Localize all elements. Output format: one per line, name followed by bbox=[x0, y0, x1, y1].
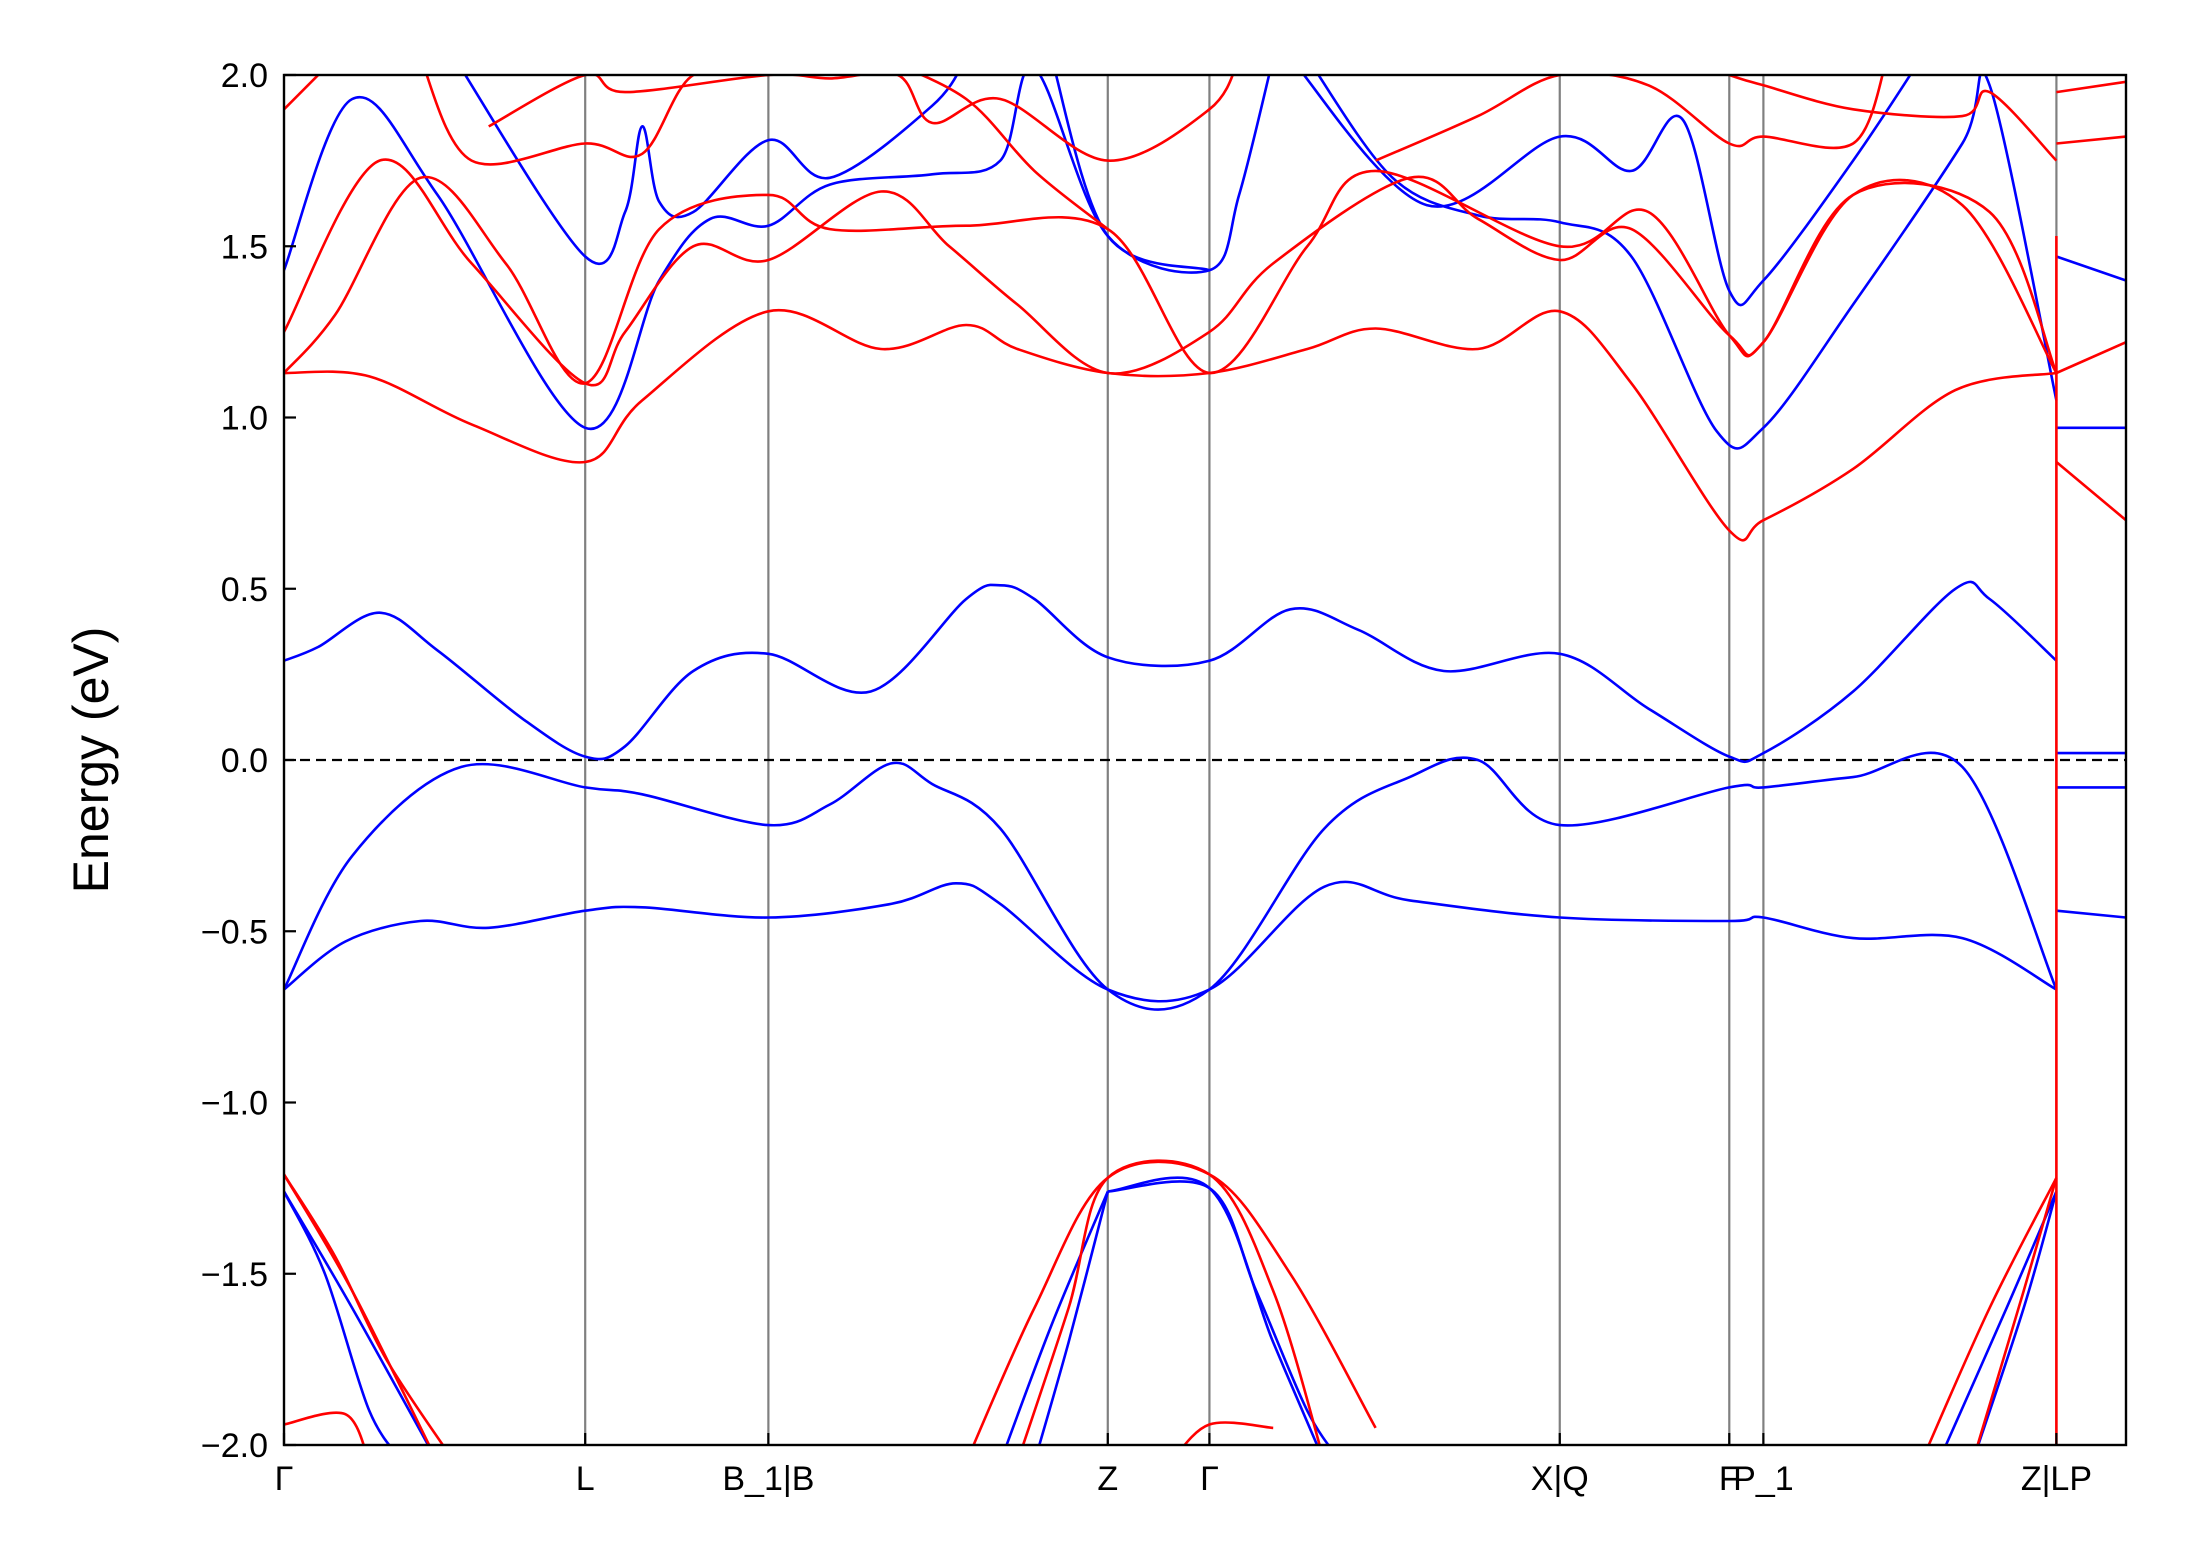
y-axis-title: Energy (eV) bbox=[63, 627, 119, 894]
band-down-30 bbox=[2056, 80, 2126, 94]
band-up-12 bbox=[2055, 255, 2126, 282]
band-up-13 bbox=[284, 1190, 391, 1445]
y-tick-label-5: −0.5 bbox=[201, 913, 268, 951]
x-tick-label-6: F bbox=[1719, 1460, 1740, 1498]
band-down-42 bbox=[1976, 1177, 2058, 1445]
band-down-31 bbox=[2056, 135, 2126, 145]
x-tick-label-0: Γ bbox=[275, 1460, 294, 1498]
band-up-1 bbox=[284, 880, 2058, 1003]
band-up-5 bbox=[1054, 75, 1210, 272]
band-down-33 bbox=[2055, 461, 2126, 522]
band-down-23 bbox=[284, 169, 2058, 385]
x-tick-label-8: Z|LP bbox=[2021, 1460, 2092, 1498]
x-tick-label-1: L bbox=[576, 1460, 595, 1498]
band-down-37 bbox=[284, 1411, 366, 1445]
x-tick-label-4: Γ bbox=[1200, 1460, 1219, 1498]
y-tick-label-6: −1.0 bbox=[201, 1085, 268, 1123]
band-up-6 bbox=[1317, 75, 2058, 450]
band-down-41 bbox=[1927, 1177, 2058, 1445]
band-down-32 bbox=[2055, 341, 2126, 375]
band-up-7 bbox=[1302, 75, 1912, 307]
y-tick-label-1: 1.5 bbox=[221, 228, 268, 266]
band-up-17 bbox=[1037, 1191, 1110, 1445]
x-tick-label-5: X|Q bbox=[1531, 1460, 1589, 1498]
band-down-28 bbox=[1375, 75, 1884, 162]
band-up-2 bbox=[284, 580, 2058, 764]
band-up-16 bbox=[1107, 1176, 1319, 1445]
y-axis-ticks: 2.0 1.5 1.0 0.5 0.0 −0.5 −1.0 −1.5 −2.0 bbox=[201, 57, 296, 1465]
x-tick-label-3: Z bbox=[1097, 1460, 1118, 1498]
y-tick-label-2: 1.0 bbox=[221, 400, 268, 438]
band-up-4 bbox=[463, 75, 959, 266]
band-down-39 bbox=[1021, 1159, 1321, 1445]
band-up-3 bbox=[284, 75, 1271, 431]
x-tick-label-7: P_1 bbox=[1733, 1460, 1794, 1498]
y-tick-label-4: 0.0 bbox=[221, 742, 268, 780]
band-up-0 bbox=[284, 751, 2058, 1011]
y-tick-label-7: −1.5 bbox=[201, 1256, 268, 1294]
band-up-18 bbox=[1005, 1190, 1109, 1445]
band-series bbox=[284, 75, 2126, 1445]
band-down-36 bbox=[284, 1173, 445, 1445]
x-tick-label-2: B_1|B bbox=[722, 1460, 814, 1498]
band-up-14 bbox=[284, 1190, 430, 1445]
x-axis-ticks: Γ L B_1|B Z Γ X|Q FP_1 Z|LP bbox=[275, 1433, 2092, 1498]
band-down-26 bbox=[488, 75, 1235, 162]
y-tick-label-0: 2.0 bbox=[221, 57, 268, 95]
band-down-24 bbox=[284, 75, 321, 111]
band-down-40 bbox=[1182, 1421, 1274, 1445]
band-down-25 bbox=[425, 75, 769, 166]
y-tick-label-8: −2.0 bbox=[201, 1427, 268, 1465]
band-down-27 bbox=[918, 75, 1109, 231]
y-tick-label-3: 0.5 bbox=[221, 571, 268, 609]
band-up-10 bbox=[2056, 909, 2126, 919]
